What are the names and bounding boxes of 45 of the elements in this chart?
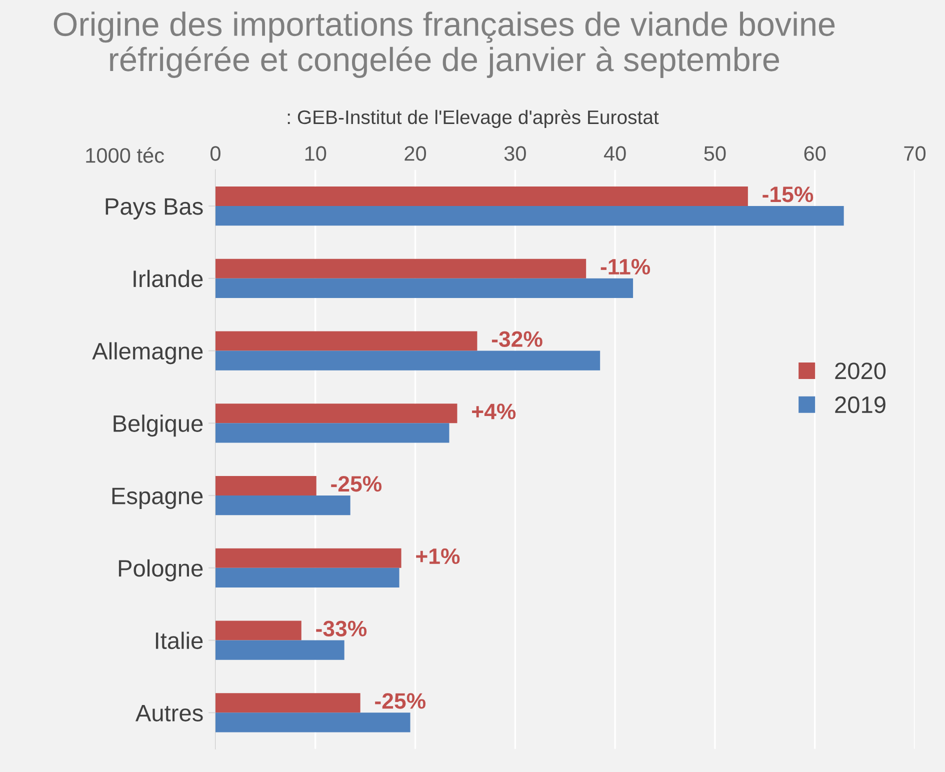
x-axis-title: 1000 téc [86, 147, 164, 163]
y-tick-label: Irlande [134, 270, 203, 288]
y-tick-label: Italie [156, 632, 203, 650]
x-tick-label: 30 [504, 146, 526, 161]
x-tick-label: 20 [404, 146, 426, 161]
annotation: -11% [600, 258, 650, 275]
bar [215, 206, 844, 226]
y-tick-label: Allemagne [92, 342, 203, 364]
bar [215, 476, 316, 496]
y-tick-label: Pologne [118, 559, 203, 582]
annotation: +4% [472, 404, 516, 420]
text: : GEB-Institut de l'Elevage d'après Eurostat [288, 110, 659, 128]
annotation: -33% [316, 620, 367, 637]
bar [215, 186, 748, 206]
y-tick-label: Autres [135, 704, 203, 722]
x-tick-label: 10 [305, 146, 326, 161]
bar [215, 693, 360, 713]
annotation: -25% [331, 476, 382, 492]
y-tick-label: Espagne [112, 488, 203, 509]
bar [215, 404, 458, 424]
annotation: +1% [416, 548, 460, 564]
bar [215, 423, 450, 443]
y-tick-label: Pays Bas [106, 198, 203, 220]
annotation: -15% [762, 186, 814, 202]
bar [215, 331, 478, 351]
bar [215, 350, 600, 370]
legend-label: 2019 [835, 396, 886, 414]
bar [215, 568, 400, 588]
annotation: -25% [375, 693, 426, 709]
bar [215, 640, 344, 660]
bar [215, 548, 402, 568]
bar [215, 496, 350, 516]
y-tick-label: Belgique [114, 414, 203, 437]
chart-title: Origine des importations françaises de viande bovine réfrigérée et congelée de janvier à septembre [54, 12, 835, 78]
bar [215, 258, 586, 278]
x-tick-label: 0 [210, 146, 220, 161]
x-tick-label: 70 [904, 146, 926, 161]
x-tick-label: 50 [704, 146, 726, 161]
x-tick-label: 40 [604, 146, 626, 161]
legend-label: 2020 [835, 362, 886, 380]
x-tick-label: 60 [804, 146, 826, 161]
bar [215, 278, 634, 298]
bar [215, 712, 410, 732]
bar [215, 620, 302, 640]
annotation: -32% [492, 331, 542, 348]
